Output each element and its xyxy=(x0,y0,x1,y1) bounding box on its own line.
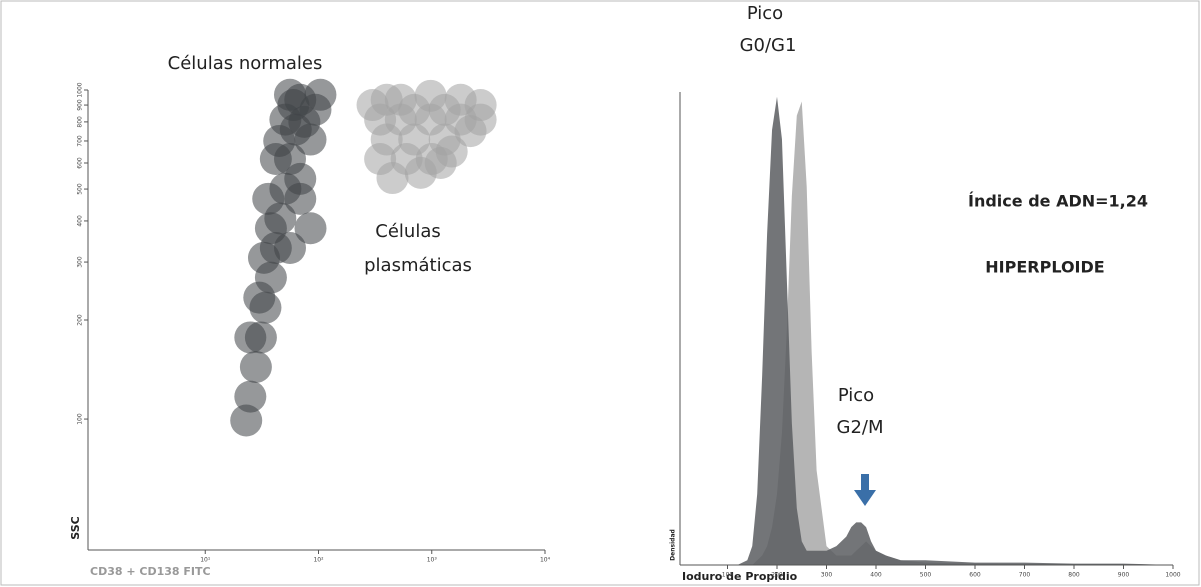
point xyxy=(234,380,267,413)
x-tick-label: 200 xyxy=(771,572,783,579)
annotation: plasmáticas xyxy=(364,255,472,276)
x-tick-label: 900 xyxy=(1118,572,1130,579)
point xyxy=(398,93,431,126)
point xyxy=(424,147,457,180)
x-tick-label: 400 xyxy=(870,572,882,579)
arrow xyxy=(854,474,876,506)
annotation: HIPERPLOIDE xyxy=(985,258,1104,277)
x-tick-label: 300 xyxy=(821,572,833,579)
points xyxy=(230,78,497,437)
y-tick-label: 100 xyxy=(77,413,84,425)
x-tick-label: 1000 xyxy=(1165,572,1180,579)
x-tick-label: 10³ xyxy=(427,557,438,564)
point xyxy=(230,404,263,437)
area xyxy=(727,96,1173,565)
x-tick-label: 10¹ xyxy=(200,557,211,564)
annotation: Células xyxy=(375,221,440,242)
y-tick-label: 1000 xyxy=(77,82,84,97)
annotation: G2/M xyxy=(837,417,884,438)
x-tick-label: 700 xyxy=(1019,572,1031,579)
y-axis-title: SSC xyxy=(69,516,82,539)
y-tick-label: 800 xyxy=(77,116,84,128)
y-tick-label: 700 xyxy=(77,135,84,147)
annotation: Pico xyxy=(747,3,783,24)
x-tick-label: 100 xyxy=(722,572,734,579)
x-tick-label: 500 xyxy=(920,572,932,579)
y-tick-label: 400 xyxy=(77,215,84,227)
point xyxy=(304,78,337,111)
point xyxy=(243,281,276,314)
y-axis-title: Densidad xyxy=(670,529,677,561)
y-tick-label: 600 xyxy=(77,157,84,169)
x-axis-title: CD38 + CD138 FITC xyxy=(90,565,211,578)
point xyxy=(263,124,296,157)
point xyxy=(247,241,280,274)
annotation: Índice de ADN=1,24 xyxy=(968,192,1148,211)
y-tick-label: 200 xyxy=(77,314,84,326)
point xyxy=(284,162,317,195)
point xyxy=(239,350,272,383)
y-tick-label: 900 xyxy=(76,99,83,111)
point xyxy=(234,321,267,354)
x-tick-label: 600 xyxy=(969,572,981,579)
point xyxy=(454,115,487,148)
point xyxy=(252,182,285,215)
x-tick-label: 10² xyxy=(313,557,324,564)
x-tick-label: 800 xyxy=(1068,572,1080,579)
y-tick-label: 300 xyxy=(77,256,84,268)
x-tick-label: 10⁴ xyxy=(540,557,551,564)
point xyxy=(428,93,461,126)
x-axis-title: Ioduro de Propidio xyxy=(682,570,798,583)
annotation: G0/G1 xyxy=(740,35,797,56)
point xyxy=(376,162,409,195)
point xyxy=(254,212,287,245)
y-tick-label: 500 xyxy=(77,183,84,195)
point xyxy=(273,232,306,265)
point xyxy=(277,89,310,122)
point xyxy=(294,212,327,245)
annotation: Pico xyxy=(838,385,874,406)
annotation: Células normales xyxy=(168,53,323,74)
